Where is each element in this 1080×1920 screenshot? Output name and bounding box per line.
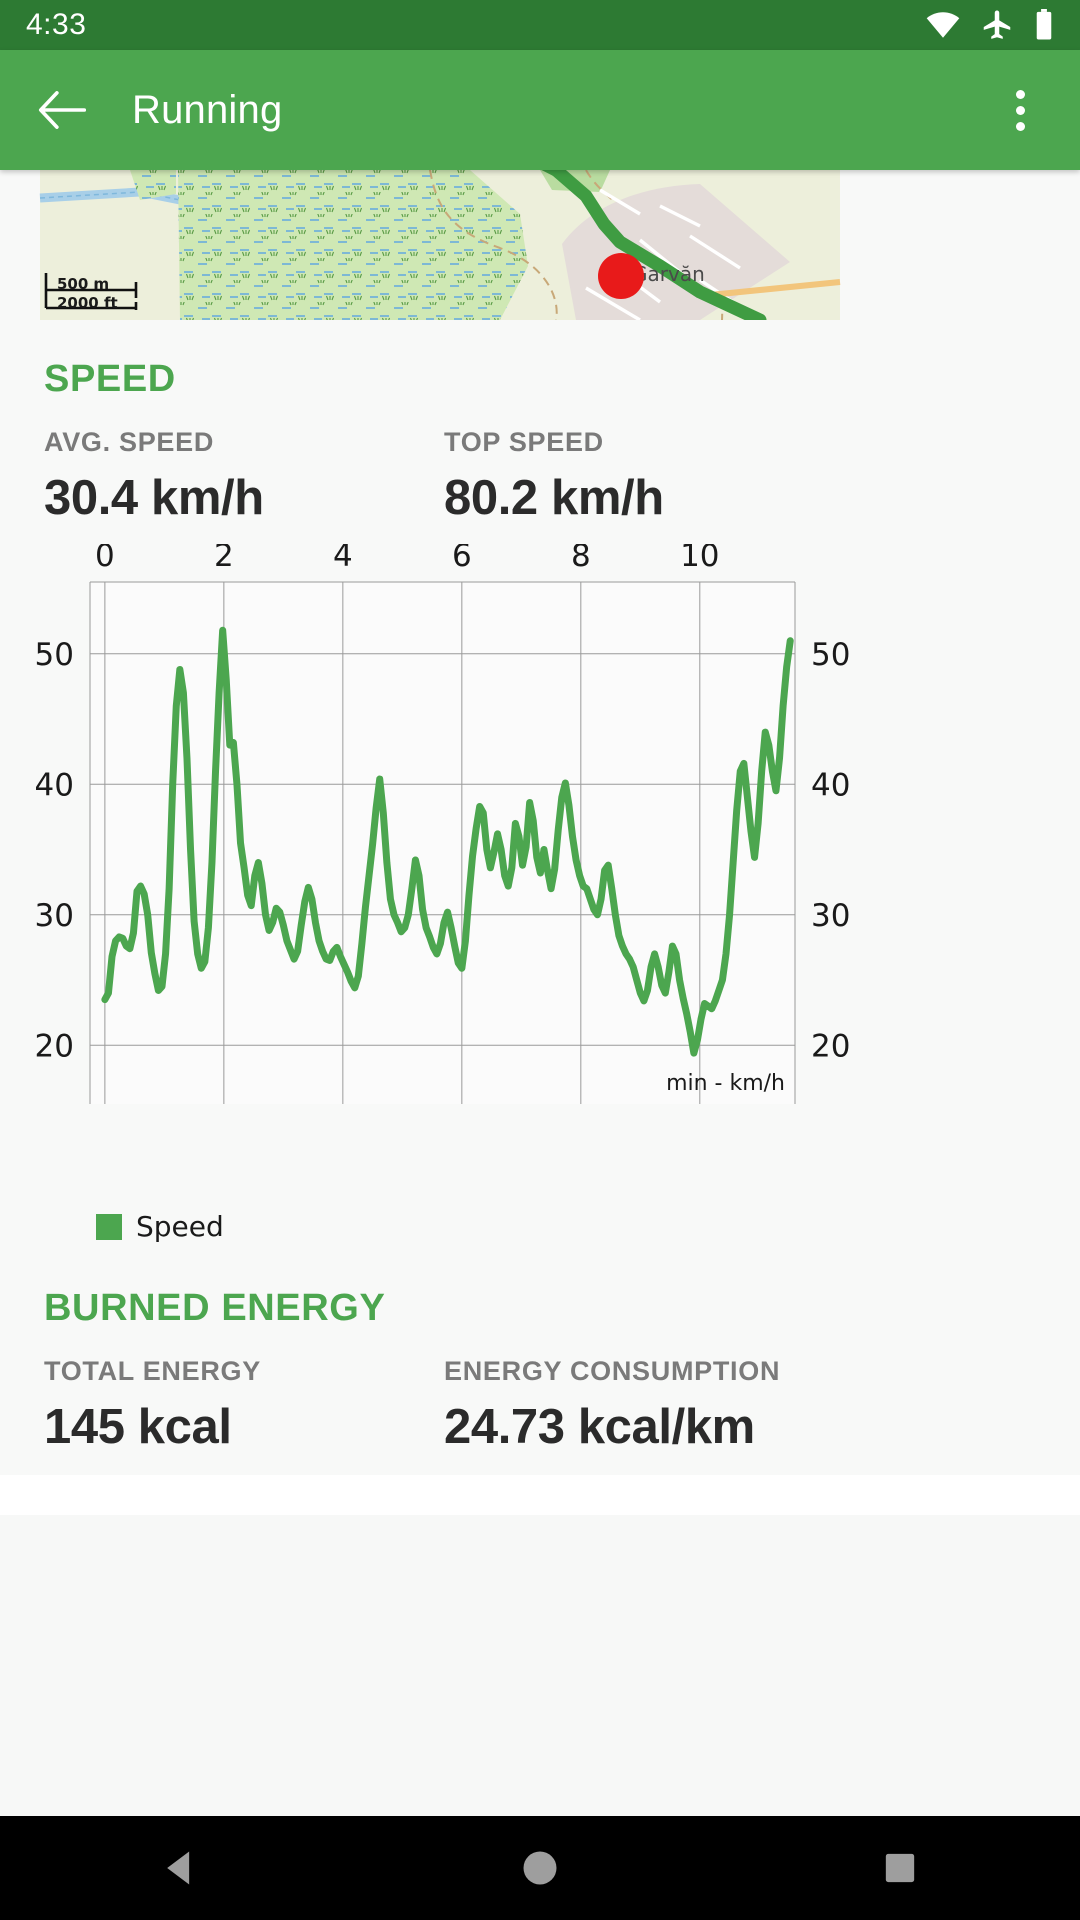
svg-text:20: 20 [35,1028,74,1064]
stat-avg-speed-label: AVG. SPEED [44,427,215,457]
back-arrow-icon [38,91,86,129]
svg-text:4: 4 [333,544,353,574]
svg-text:40: 40 [811,767,850,803]
stat-energy-consumption: ENERGY CONSUMPTION 24.73 kcal/km [444,1356,844,1455]
airplane-mode-icon [982,10,1012,40]
svg-text:2: 2 [214,544,234,574]
speed-chart-svg: 20 20 30 30 40 40 50 50 0 2 4 6 8 10 min - km/h [35,544,850,1104]
content-bottom-spacer [0,1475,1080,1515]
speed-chart-canvas: 20 20 30 30 40 40 50 50 0 2 4 6 8 10 min - km/h [0,544,1080,1204]
battery-full-icon [1034,9,1054,41]
app-bar: Running [0,50,1080,170]
status-bar-clock: 4:33 [26,8,87,41]
map-canvas [0,170,1080,320]
route-map[interactable]: Garvăn 500 m 2000 ft [0,170,1080,320]
scale-imperial-label: 2000 ft [57,294,118,312]
energy-section-title: BURNED ENERGY [44,1287,386,1329]
legend-swatch-speed [96,1213,122,1240]
stat-avg-speed: AVG. SPEED 30.4 km/h [44,427,444,526]
stat-top-speed-label: TOP SPEED [444,427,604,457]
legend-label-speed: Speed [136,1210,224,1243]
svg-text:6: 6 [452,544,472,574]
android-nav-bar [0,1816,1080,1920]
scale-metric-label: 500 m [57,275,110,293]
nav-recents-button[interactable] [840,1816,960,1920]
svg-text:50: 50 [811,637,850,673]
stat-energy-consumption-label: ENERGY CONSUMPTION [444,1356,781,1386]
nav-recents-icon [885,1853,915,1883]
svg-text:10: 10 [680,544,719,574]
stat-top-speed: TOP SPEED 80.2 km/h [444,427,844,526]
main-content: SPEED AVG. SPEED 30.4 km/h TOP SPEED 80.… [0,320,1080,1475]
overflow-menu-button[interactable] [990,75,1050,145]
map-place-label: Garvăn [632,262,705,286]
map-scale-bar: 500 m 2000 ft [44,273,138,312]
scale-bar-lines [44,273,138,310]
speed-section-title: SPEED [44,358,176,400]
stat-total-energy: TOTAL ENERGY 145 kcal [44,1356,444,1455]
svg-text:50: 50 [35,637,74,673]
nav-back-button[interactable] [120,1816,240,1920]
more-vert-icon-dot [1015,89,1025,99]
back-button[interactable] [30,78,94,142]
svg-text:40: 40 [35,767,74,803]
nav-home-icon [523,1851,557,1885]
stat-avg-speed-value: 30.4 km/h [44,471,264,525]
svg-text:8: 8 [571,544,591,574]
stat-total-energy-value: 145 kcal [44,1400,232,1454]
svg-text:20: 20 [811,1028,850,1064]
status-bar-icons [926,9,1054,41]
nav-home-button[interactable] [480,1816,600,1920]
map-current-position-marker [598,253,644,299]
stat-total-energy-label: TOTAL ENERGY [44,1356,261,1386]
page-title: Running [132,87,283,132]
svg-text:min - km/h: min - km/h [666,1071,785,1096]
wifi-icon [926,12,960,38]
more-vert-icon-dot [1015,105,1025,115]
nav-back-icon [167,1851,190,1885]
speed-chart[interactable]: 20 20 30 30 40 40 50 50 0 2 4 6 8 10 min - km/h Speed [0,526,1080,1243]
svg-text:30: 30 [35,898,74,934]
more-vert-icon-dot [1015,121,1025,131]
energy-stats-row: TOTAL ENERGY 145 kcal ENERGY CONSUMPTION… [0,1330,1080,1455]
stat-energy-consumption-value: 24.73 kcal/km [444,1400,755,1454]
svg-text:0: 0 [95,544,115,574]
speed-stats-row: AVG. SPEED 30.4 km/h TOP SPEED 80.2 km/h [0,401,1080,526]
stat-top-speed-value: 80.2 km/h [444,471,664,525]
chart-legend: Speed [0,1204,1080,1243]
status-bar: 4:33 [0,0,1080,50]
svg-text:30: 30 [811,898,850,934]
